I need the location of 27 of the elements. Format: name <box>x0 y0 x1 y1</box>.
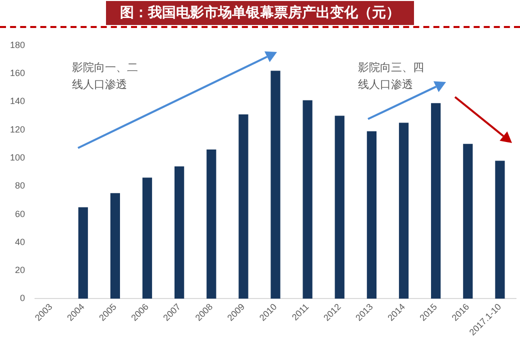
bar <box>238 114 248 299</box>
bar <box>398 122 409 299</box>
bar <box>431 103 441 299</box>
bar <box>270 70 280 299</box>
bar <box>78 207 88 299</box>
bar <box>206 150 216 299</box>
y-tick-label: 20 <box>15 265 26 276</box>
annotation: 影院向三、四线人口渗透 <box>358 60 424 91</box>
bar <box>174 166 184 299</box>
bar <box>142 178 152 299</box>
y-tick-label: 40 <box>15 236 26 247</box>
y-tick-label: 180 <box>10 40 26 50</box>
bar <box>110 193 120 299</box>
bar <box>495 160 505 299</box>
y-tick-label: 120 <box>10 124 26 134</box>
bar <box>334 116 344 299</box>
y-tick-label: 160 <box>10 68 26 78</box>
y-tick-label: 80 <box>15 180 26 191</box>
bar <box>463 144 473 299</box>
y-tick-label: 100 <box>10 152 26 162</box>
bar <box>302 100 312 299</box>
annotation: 影院向一、二线人口渗透 <box>72 60 138 91</box>
chart-title: 图：我国电影市场单银幕票房产出变化（元） <box>106 1 414 25</box>
y-tick-label: 0 <box>20 293 26 304</box>
y-tick-label: 140 <box>10 96 26 106</box>
bar <box>366 131 377 299</box>
y-tick-label: 60 <box>15 208 26 219</box>
